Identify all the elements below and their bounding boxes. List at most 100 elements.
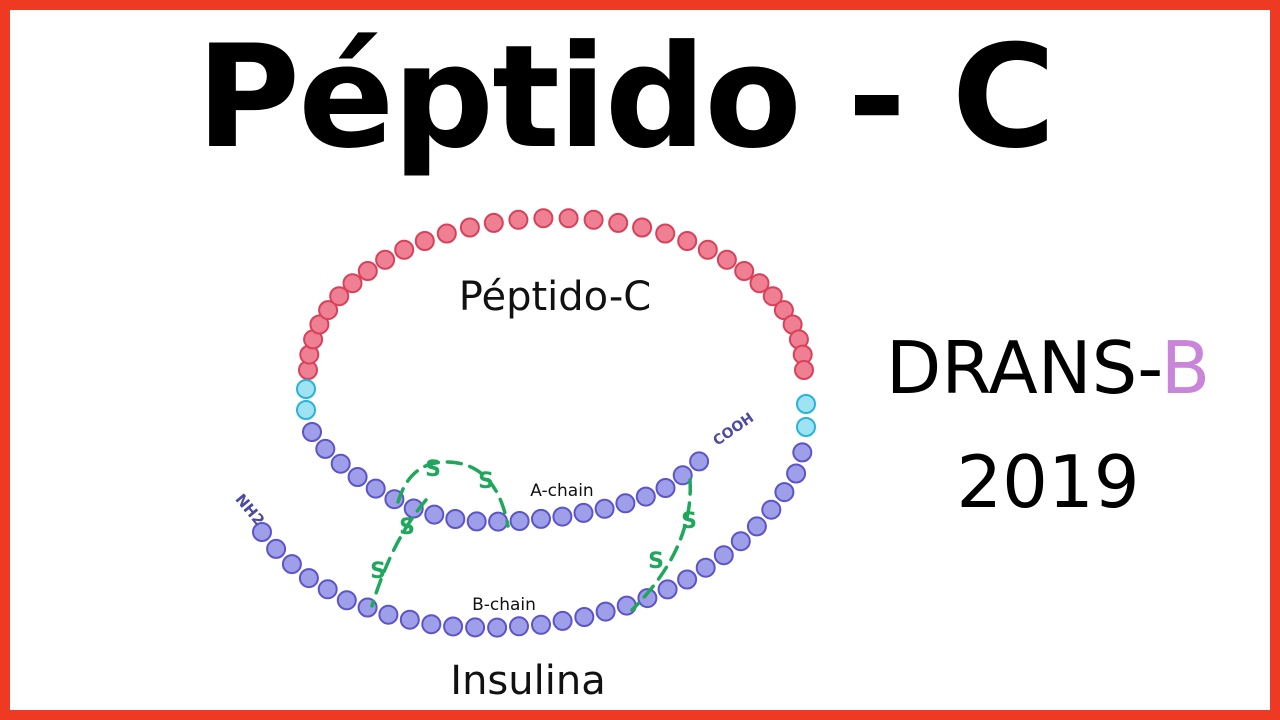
a-chain-residue (302, 422, 322, 442)
b-chain-residue (399, 609, 420, 630)
c-peptide-residue (608, 212, 629, 233)
page-title: Péptido - C (196, 15, 1056, 180)
c-peptide-residue (558, 208, 579, 229)
b-chain-residue (421, 614, 442, 635)
a-chain-residue (672, 465, 693, 486)
brand-prefix: DRANS- (885, 326, 1161, 410)
a-chain-residue (365, 478, 386, 499)
linker-residue (796, 417, 816, 437)
b-chain-residue (252, 522, 272, 542)
a-chain-residue (531, 508, 551, 529)
year-label: 2019 (956, 440, 1140, 524)
c-peptide-residue (414, 231, 435, 251)
a-chain-residue (509, 511, 530, 531)
insulina-label: Insulina (450, 658, 605, 704)
b-chain-residue (574, 607, 595, 627)
c-peptide-residue (394, 239, 415, 260)
a-chain-residue (424, 504, 445, 525)
brand-accent-letter: B (1160, 326, 1211, 410)
b-chain-residue (792, 442, 813, 463)
c-peptide-residue (697, 239, 718, 260)
cooh-terminus-label: COOH (710, 410, 757, 449)
a-chain-residue (635, 486, 656, 507)
c-peptide-residue (716, 249, 737, 270)
b-chain-residue (657, 579, 678, 600)
c-peptide-residue (318, 300, 339, 321)
b-chain-residue (336, 590, 357, 611)
a-chain-residue (552, 506, 573, 527)
b-chain-residue (677, 569, 698, 590)
brand-label: DRANS-B (868, 318, 1228, 418)
c-peptide-residue (508, 209, 529, 230)
b-chain-residue (266, 538, 287, 559)
linker-residue (296, 400, 316, 420)
b-chain-residue (746, 516, 767, 537)
c-peptide-residue (357, 261, 378, 281)
c-peptide-residue (583, 209, 604, 230)
c-peptide-residue (329, 286, 350, 307)
c-peptide-residue (375, 249, 396, 270)
b-chain-residue (552, 610, 573, 631)
c-peptide-residue (309, 314, 330, 335)
b-chain-residue (713, 545, 734, 566)
a-chain-residue (466, 511, 487, 532)
c-peptide-residue (734, 261, 755, 281)
sulfur-atom-label: S (425, 457, 441, 482)
c-peptide-residue (459, 217, 480, 238)
b-chain-residue (774, 482, 795, 503)
a-chain-label: A-chain (530, 481, 593, 501)
b-chain-residue (730, 531, 751, 552)
sulfur-atom-label: S (681, 509, 697, 534)
a-chain-residue (573, 502, 594, 523)
sulfur-atom-label: S (648, 549, 664, 574)
linker-residue (296, 379, 316, 399)
b-chain-residue (786, 463, 807, 484)
b-chain-label: B-chain (472, 595, 536, 615)
b-chain-residue (695, 557, 716, 578)
b-chain-residue (378, 604, 399, 625)
c-peptide-residue (436, 223, 457, 244)
b-chain-residue (443, 616, 464, 637)
sulfur-atom-label: S (478, 469, 494, 494)
c-peptide-residue (762, 286, 783, 307)
a-chain-residue (330, 453, 351, 474)
c-peptide-residue (632, 217, 653, 238)
c-peptide-residue (773, 300, 794, 321)
b-chain-residue (616, 595, 637, 616)
b-chain-residue (465, 617, 486, 638)
c-peptide-residue (749, 273, 770, 294)
c-peptide-residue (483, 212, 504, 233)
c-peptide-label: Péptido-C (459, 274, 651, 320)
a-chain-residue (615, 493, 636, 514)
disulfide-bond (396, 460, 510, 528)
c-peptide-residue (655, 223, 676, 244)
b-chain-residue (509, 616, 529, 637)
b-chain-residue (761, 499, 782, 520)
c-peptide-residue (342, 273, 363, 294)
b-chain-residue (317, 579, 338, 600)
b-chain-residue (281, 554, 302, 575)
c-peptide-residue (533, 208, 554, 229)
b-chain-residue (298, 568, 319, 589)
disulfide-bond (630, 478, 692, 612)
c-peptide-residue (794, 360, 814, 380)
c-peptide-residue (677, 231, 698, 251)
a-chain-residue (347, 467, 368, 487)
a-chain-residue (315, 438, 336, 459)
a-chain-residue (488, 511, 509, 532)
b-chain-residue (487, 617, 508, 638)
a-chain-residue (655, 478, 676, 498)
b-chain-residue (637, 588, 658, 609)
residue-beads (252, 208, 816, 638)
a-chain-residue (594, 498, 615, 519)
linker-residue (796, 394, 816, 414)
a-chain-residue (689, 451, 710, 472)
a-chain-residue (445, 509, 466, 529)
sulfur-atom-label: S (399, 515, 415, 540)
disulfide-bond (370, 498, 428, 608)
b-chain-residue (531, 614, 551, 635)
sulfur-atom-label: S (370, 559, 386, 584)
b-chain-residue (595, 601, 616, 622)
